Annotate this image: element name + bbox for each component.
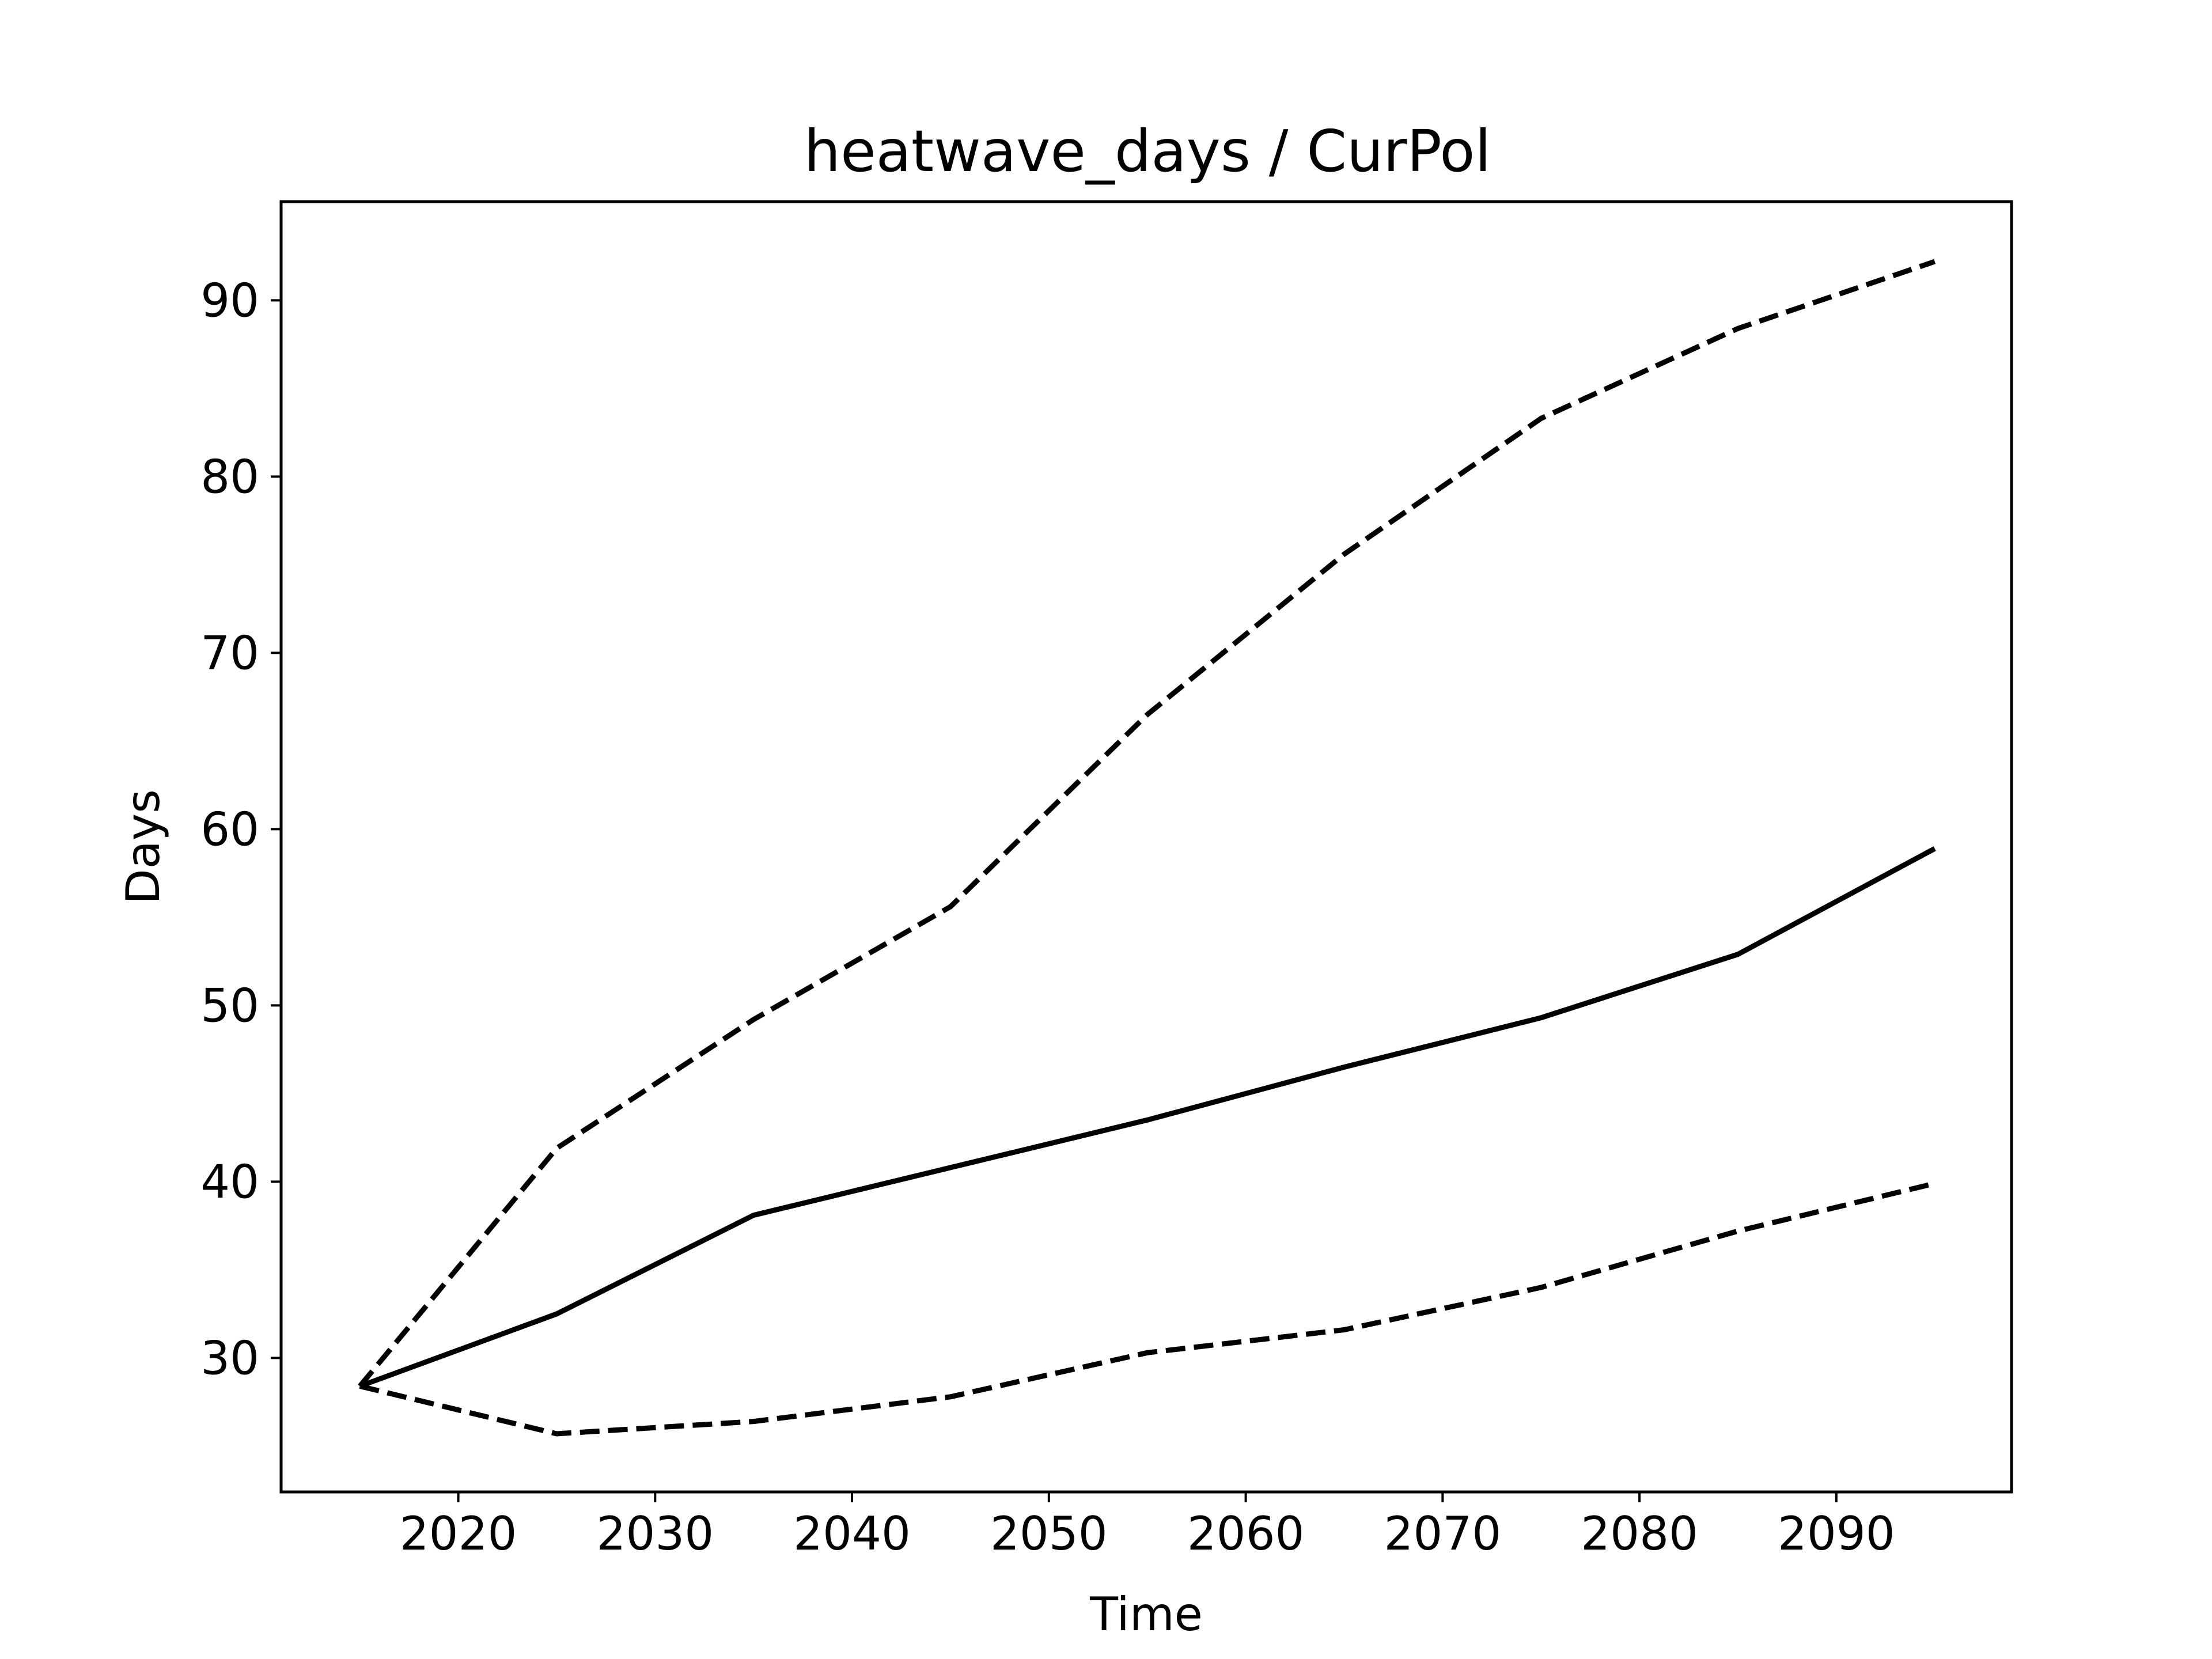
x-tick-label: 2040 [793,1507,911,1560]
x-tick-label: 2050 [990,1507,1108,1560]
chart-title: heatwave_days / CurPol [804,118,1491,185]
plot-frame [279,200,2013,1494]
series-line-1 [359,846,1936,1389]
x-tick-label: 2060 [1187,1507,1305,1560]
y-axis: 30 40 50 60 70 80 90 [200,274,281,1385]
x-axis-label: Time [1089,1588,1203,1641]
x-axis: 2020 2030 2040 2050 2060 2070 2080 2090 [400,1492,1895,1560]
x-tick-label: 2020 [400,1507,517,1560]
y-axis-label: Days [116,789,170,904]
plot-area: 2020 2030 2040 2050 2060 2070 2080 2090 30 40 50 6… [200,200,2013,1560]
y-tick-label: 60 [200,802,259,856]
y-tick-label: 90 [200,274,259,327]
y-tick-label: 40 [200,1155,259,1209]
y-tick-label: 50 [200,979,259,1032]
series-line-3 [359,1181,1936,1437]
series-line-2 [358,259,1936,1388]
x-tick-label: 2030 [597,1507,714,1560]
y-tick-label: 80 [200,450,259,503]
y-tick-label: 70 [200,626,259,680]
y-tick-label: 30 [200,1331,259,1385]
x-tick-label: 2070 [1384,1507,1502,1560]
x-tick-label: 2090 [1778,1507,1895,1560]
series-layer [358,259,1936,1437]
x-tick-label: 2080 [1581,1507,1698,1560]
